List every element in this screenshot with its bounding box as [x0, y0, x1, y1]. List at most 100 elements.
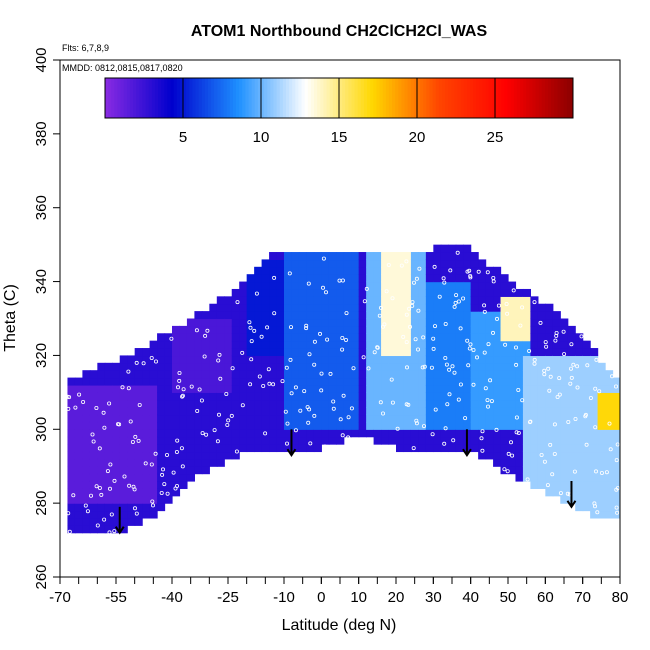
- colorbar-segment: [557, 78, 562, 118]
- sample-point: [378, 400, 383, 405]
- heat-cell: [231, 392, 240, 401]
- sample-point: [312, 339, 317, 344]
- heat-cell: [149, 421, 158, 430]
- sample-point: [433, 407, 438, 412]
- heat-cell: [485, 370, 494, 379]
- colorbar-segment: [148, 78, 153, 118]
- heat-cell: [522, 451, 531, 460]
- colorbar-segment: [195, 78, 200, 118]
- heat-cell: [89, 384, 98, 393]
- heat-cell: [396, 281, 405, 290]
- sample-point: [431, 346, 436, 351]
- heat-cell: [425, 407, 434, 416]
- heat-cell: [500, 318, 509, 327]
- sample-point: [200, 431, 205, 436]
- heat-cell: [433, 362, 442, 371]
- heat-cell: [478, 355, 487, 364]
- x-tick-label: 10: [350, 589, 367, 606]
- heat-cell: [605, 392, 614, 401]
- colorbar-segment: [183, 78, 187, 118]
- heat-cell: [351, 392, 360, 401]
- heat-cell: [433, 303, 442, 312]
- colorbar-segment: [192, 78, 196, 118]
- heat-cell: [522, 377, 531, 386]
- heat-cell: [433, 399, 442, 408]
- sample-point: [543, 340, 548, 345]
- heat-cell: [508, 377, 517, 386]
- heat-cell: [306, 414, 315, 423]
- heat-cell: [164, 495, 173, 504]
- heat-cell: [104, 407, 113, 416]
- heat-cell: [433, 259, 442, 268]
- heat-cell: [127, 503, 136, 512]
- sample-point: [99, 492, 104, 497]
- heat-cell: [470, 436, 479, 445]
- sample-point: [217, 352, 222, 357]
- heat-cell: [261, 407, 270, 416]
- heat-cell: [321, 340, 330, 349]
- heat-cell: [112, 473, 121, 482]
- heat-cell: [119, 510, 128, 519]
- heat-cell: [149, 444, 158, 453]
- sample-point: [527, 348, 532, 353]
- heat-cell: [425, 436, 434, 445]
- heat-cell: [313, 288, 322, 297]
- heat-cell: [164, 362, 173, 371]
- heat-cell: [605, 414, 614, 423]
- sample-point: [240, 350, 245, 355]
- heat-cell: [127, 362, 136, 371]
- colorbar-segment: [526, 78, 530, 118]
- heat-cell: [254, 429, 263, 438]
- heat-cell: [186, 318, 195, 327]
- colorbar-segment: [329, 78, 334, 118]
- heat-cell: [493, 311, 502, 320]
- sample-point: [466, 363, 471, 368]
- heat-cell: [366, 414, 375, 423]
- heat-cell: [508, 355, 517, 364]
- heat-cell: [403, 281, 412, 290]
- heat-cell: [127, 495, 136, 504]
- heat-cell: [224, 355, 233, 364]
- heat-cell: [500, 429, 509, 438]
- heat-cell: [463, 325, 472, 334]
- colorbar-segment: [544, 78, 549, 118]
- heat-cell: [328, 266, 337, 275]
- heat-cell: [336, 252, 345, 261]
- heat-cell: [261, 436, 270, 445]
- heat-cell: [119, 384, 128, 393]
- heat-cell: [597, 480, 606, 489]
- heat-cell: [89, 495, 98, 504]
- heat-cell: [254, 348, 263, 357]
- sample-point: [542, 368, 547, 373]
- heat-cell: [612, 384, 620, 393]
- heat-cell: [552, 340, 561, 349]
- heat-cell: [433, 333, 442, 342]
- heat-cell: [418, 311, 427, 320]
- colorbar-segment: [176, 78, 181, 118]
- heat-cell: [134, 392, 143, 401]
- heat-cell: [366, 348, 375, 357]
- heat-cell: [328, 414, 337, 423]
- sample-point: [445, 402, 450, 407]
- heat-cell: [194, 333, 203, 342]
- colorbar-tick-label: 5: [179, 129, 187, 146]
- heat-cell: [284, 333, 293, 342]
- heat-cell: [388, 318, 397, 327]
- heat-cell: [381, 348, 390, 357]
- heat-cell: [89, 517, 98, 526]
- heat-cell: [157, 355, 166, 364]
- heat-cell: [276, 355, 285, 364]
- heat-cell: [545, 407, 554, 416]
- heat-cell: [410, 421, 419, 430]
- sample-point: [216, 358, 221, 363]
- heat-cell: [209, 384, 218, 393]
- colorbar-segment: [432, 78, 437, 118]
- sample-point: [421, 335, 426, 340]
- x-tick-label: 20: [388, 589, 405, 606]
- heat-cell: [418, 281, 427, 290]
- heat-cell: [605, 429, 614, 438]
- colorbar-segment: [507, 78, 512, 118]
- heat-cell: [425, 340, 434, 349]
- sample-point: [344, 311, 349, 316]
- sample-point: [328, 371, 333, 376]
